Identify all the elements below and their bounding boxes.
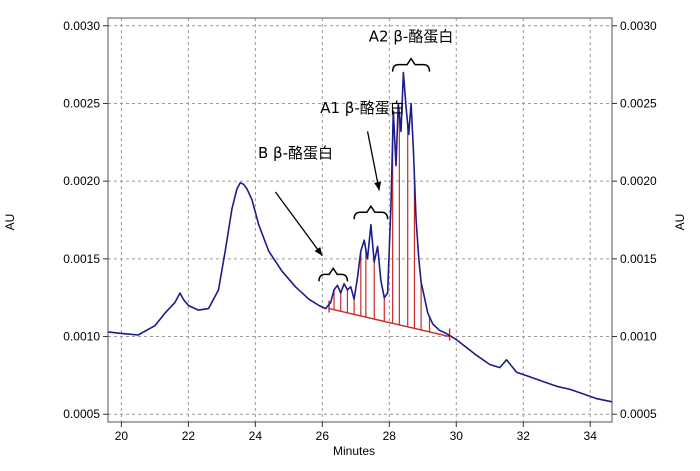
left-y-tick-label: 0.0025: [63, 96, 100, 110]
x-tick-label: 32: [517, 429, 531, 443]
integration-marks: [328, 113, 451, 341]
x-axis-label: Minutes: [333, 444, 375, 458]
left-y-tick-label: 0.0005: [63, 407, 100, 421]
right-y-tick-label: 0.0020: [620, 174, 657, 188]
arrow-head-a1: [374, 181, 382, 191]
x-tick-label: 24: [249, 429, 263, 443]
left-y-ticks: 0.0005 0.0010 0.0015 0.0020 0.0025 0.0030: [63, 19, 108, 421]
right-y-axis-label: AU: [673, 214, 687, 231]
plot-frame: [107, 17, 613, 423]
annotation-b: B β-酪蛋白: [258, 144, 333, 162]
right-y-tick-label: 0.0025: [620, 96, 657, 110]
annotation-a2: A2 β-酪蛋白: [369, 27, 454, 45]
bracket-a1: [353, 204, 389, 220]
grid-lines: [108, 18, 612, 422]
x-tick-label: 26: [316, 429, 330, 443]
bracket-a2: [391, 57, 431, 72]
right-y-ticks: 0.0005 0.0010 0.0015 0.0020 0.0025 0.0030: [612, 19, 657, 421]
left-y-tick-label: 0.0030: [63, 19, 100, 33]
arrow-line-b: [274, 191, 323, 257]
x-tick-label: 28: [383, 429, 397, 443]
x-tick-label: 30: [450, 429, 464, 443]
peak-annotations: A2 β-酪蛋白 A1 β-酪蛋白 B β-酪蛋白: [258, 27, 454, 282]
annotation-a1: A1 β-酪蛋白: [320, 99, 405, 117]
x-ticks: 20 22 24 26 28 30 32 34: [115, 422, 598, 443]
arrow-line-a1: [366, 131, 380, 191]
chromatogram-trace: [107, 71, 613, 403]
right-y-tick-label: 0.0015: [620, 252, 657, 266]
left-y-tick-label: 0.0015: [63, 252, 100, 266]
right-y-tick-label: 0.0010: [620, 330, 657, 344]
right-y-tick-label: 0.0030: [620, 19, 657, 33]
bracket-b: [318, 267, 349, 282]
arrow-head-b: [314, 246, 323, 256]
x-tick-label: 20: [115, 429, 129, 443]
right-y-tick-label: 0.0005: [620, 407, 657, 421]
left-y-axis-label: AU: [3, 214, 17, 231]
left-y-tick-label: 0.0020: [63, 174, 100, 188]
left-y-tick-label: 0.0010: [63, 330, 100, 344]
x-tick-label: 34: [584, 429, 598, 443]
x-tick-label: 22: [182, 429, 196, 443]
